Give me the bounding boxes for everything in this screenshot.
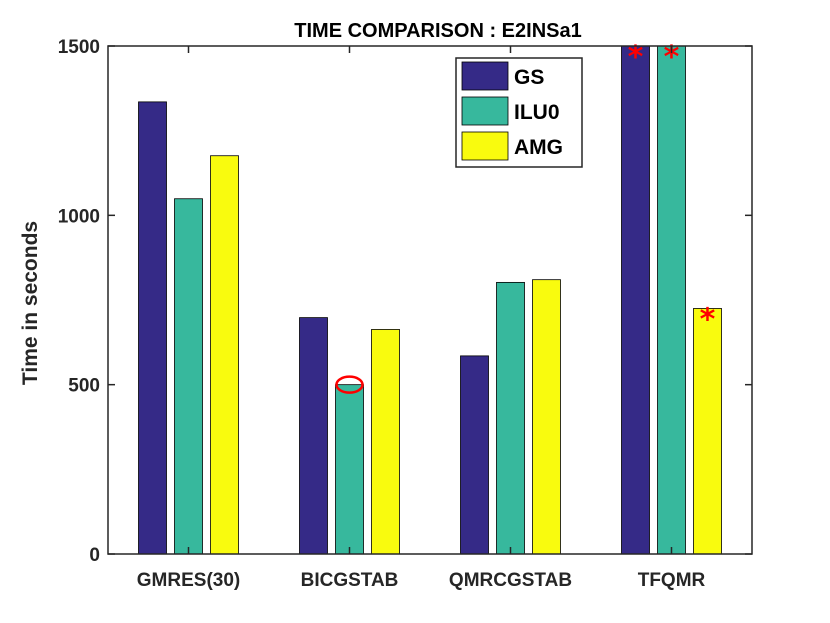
x-tick-label: GMRES(30) — [137, 570, 240, 591]
legend-swatch — [461, 96, 509, 126]
y-tick-label: 1500 — [58, 37, 100, 58]
x-tick-label: TFQMR — [638, 570, 706, 591]
legend-label: ILU0 — [514, 101, 560, 124]
x-tick-label: BICGSTAB — [301, 570, 399, 591]
legend-swatch — [461, 61, 509, 91]
legend-swatch — [461, 131, 509, 161]
axes-box — [107, 45, 753, 555]
x-tick-label: QMRCGSTAB — [449, 570, 572, 591]
y-tick-label: 500 — [68, 376, 100, 397]
bar-ilu0-2 — [496, 281, 525, 555]
y-tick-label: 1000 — [58, 206, 100, 227]
star-marker: * — [628, 40, 644, 75]
legend-label: AMG — [514, 136, 563, 159]
bar-amg-3 — [693, 308, 722, 555]
bar-gs-1 — [299, 317, 328, 555]
y-axis-label: Time in seconds — [19, 221, 42, 385]
star-marker: * — [664, 40, 680, 75]
bar-gs-0 — [138, 101, 167, 555]
bar-gs-3 — [621, 45, 650, 555]
bar-amg-1 — [371, 329, 400, 555]
bar-ilu0-1 — [335, 384, 364, 555]
bars-group — [138, 45, 722, 555]
chart-title: TIME COMPARISON : E2INSa1 — [294, 20, 581, 42]
bar-ilu0-3 — [657, 45, 686, 555]
bar-gs-2 — [460, 355, 489, 555]
bar-ilu0-0 — [174, 198, 203, 555]
y-tick-label: 0 — [89, 545, 100, 566]
star-marker: * — [700, 302, 716, 337]
bar-amg-2 — [532, 279, 561, 555]
legend: GS ILU0 AMG — [455, 57, 583, 168]
annotations-group: * * * — [335, 40, 716, 394]
legend-label: GS — [514, 66, 544, 89]
bar-amg-0 — [210, 155, 239, 555]
ticks-group: 0 500 1000 1500 GMRES(30) BICGSTAB QMRCGSTAB TF… — [58, 37, 752, 591]
circle-marker — [335, 375, 364, 394]
